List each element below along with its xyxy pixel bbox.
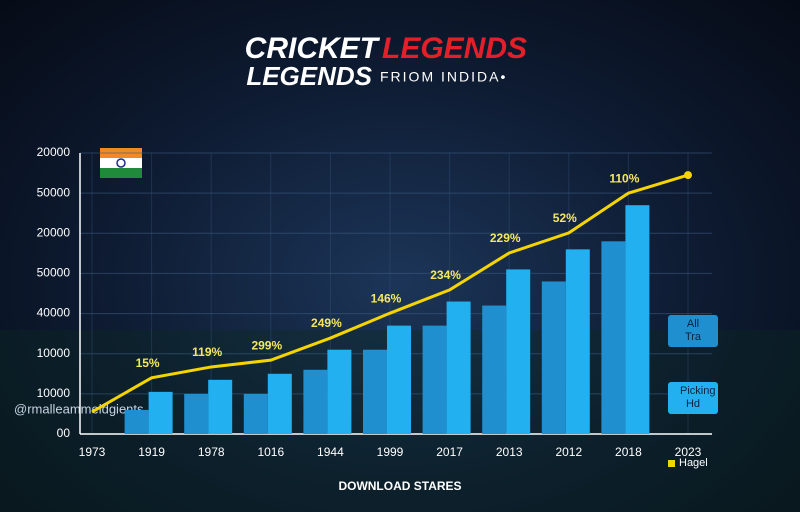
point-label: 299% bbox=[251, 338, 282, 352]
bar bbox=[208, 379, 233, 434]
bar bbox=[267, 373, 292, 434]
point-label: 234% bbox=[430, 268, 461, 282]
point-label: 110% bbox=[609, 171, 639, 185]
bar bbox=[601, 241, 626, 434]
bar bbox=[363, 349, 387, 434]
subtitle-word: FRIOM INDIDA• bbox=[380, 69, 507, 85]
point-label: 15% bbox=[136, 356, 160, 370]
bar bbox=[446, 301, 471, 434]
x-tick-label: 2013 bbox=[496, 445, 523, 459]
x-tick-label: 2018 bbox=[615, 445, 642, 459]
x-tick-label: 1944 bbox=[317, 445, 344, 459]
point-label: 52% bbox=[553, 211, 577, 225]
point-label: 249% bbox=[311, 316, 342, 330]
point-label: 119% bbox=[192, 345, 222, 359]
y-tick-label: 10000 bbox=[37, 346, 71, 360]
y-tick-label: 40000 bbox=[37, 306, 71, 320]
legend-label: Hagel bbox=[679, 457, 708, 469]
bar bbox=[148, 391, 173, 434]
bar bbox=[565, 249, 590, 434]
x-tick-label: 1919 bbox=[138, 445, 165, 459]
x-tick-label: 2017 bbox=[436, 445, 463, 459]
line-end-dot bbox=[684, 171, 692, 180]
y-tick-label: 10000 bbox=[37, 386, 71, 400]
legend-swatch bbox=[668, 459, 675, 467]
bar bbox=[506, 269, 531, 434]
x-tick-label: 1978 bbox=[198, 445, 225, 459]
bar bbox=[303, 369, 328, 434]
bar bbox=[541, 281, 566, 434]
bar bbox=[184, 393, 209, 434]
x-tick-label: 2023 bbox=[675, 445, 702, 459]
bar bbox=[482, 305, 507, 434]
x-axis-label: DOWNLOAD STARES bbox=[338, 479, 461, 493]
x-tick-label: 1999 bbox=[377, 445, 404, 459]
y-tick-label: 20000 bbox=[37, 225, 71, 239]
bar bbox=[422, 325, 447, 434]
y-tick-label: 50000 bbox=[37, 266, 71, 280]
x-tick-label: 1016 bbox=[257, 445, 284, 459]
bar bbox=[387, 325, 411, 434]
point-label: 146% bbox=[371, 291, 402, 305]
y-tick-label: 50000 bbox=[37, 185, 71, 199]
line bbox=[91, 173, 689, 414]
bar bbox=[327, 349, 352, 434]
x-tick-label: 2012 bbox=[555, 445, 582, 459]
subtitle-word: LEGENDS bbox=[246, 61, 372, 91]
y-tick-label: 20000 bbox=[37, 145, 71, 159]
legend-item: Hagel bbox=[668, 457, 708, 469]
legend-label: All Tra bbox=[668, 315, 718, 347]
bar bbox=[243, 393, 268, 434]
legend-label: Picking Hd bbox=[668, 382, 718, 414]
bar bbox=[124, 409, 149, 434]
title-word: LEGENDS bbox=[382, 32, 527, 65]
y-tick-label: 00 bbox=[57, 426, 71, 440]
point-label: 229% bbox=[490, 231, 521, 245]
watermark: @rmalleammeldgients bbox=[14, 401, 144, 416]
bar bbox=[625, 205, 650, 434]
x-tick-label: 1973 bbox=[79, 445, 106, 459]
title-word: CRICKET bbox=[245, 32, 381, 65]
